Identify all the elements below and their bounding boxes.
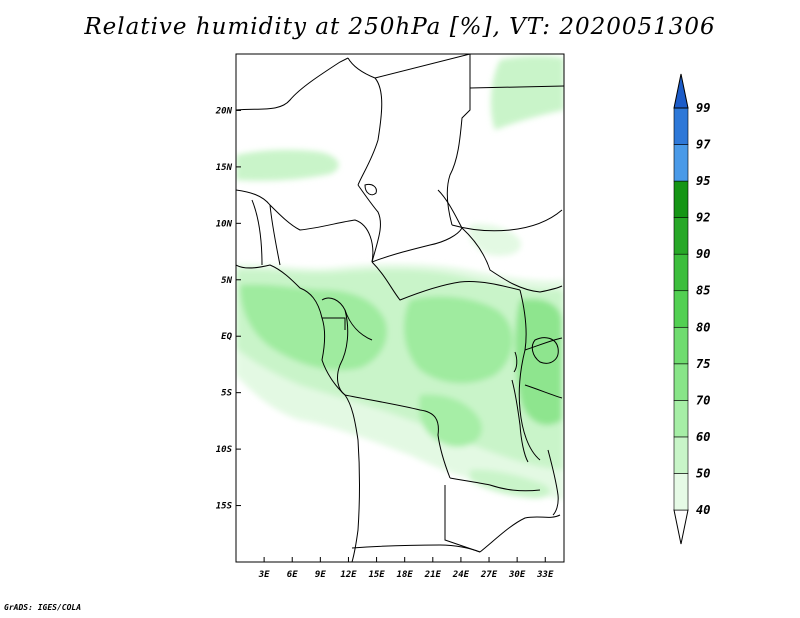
border-north-3 (374, 54, 471, 79)
colorbar-label: 80 (696, 320, 710, 334)
border-west-1 (251, 199, 263, 266)
colorbar-label: 70 (696, 393, 710, 407)
border-angola-zambia-2 (444, 485, 481, 553)
border-sudan-1 (437, 189, 463, 229)
border-sahel-2 (357, 184, 381, 263)
map-title: Relative humidity at 250hPa [%], VT: 202… (84, 14, 716, 40)
colorbar-segment (673, 326, 689, 365)
humidity-region-dark-2 (404, 296, 513, 384)
colorbar: 40 50 60 70 75 80 85 90 92 95 97 99 (673, 73, 711, 545)
colorbar-high-arrow (673, 73, 689, 109)
lake-malawi (547, 449, 559, 516)
colorbar-label: 75 (696, 357, 710, 371)
lon-tick-label: 9E (315, 570, 326, 580)
border-west-2 (269, 204, 281, 266)
border-east-africa (524, 337, 563, 351)
border-drc-south (344, 394, 451, 479)
lon-tick-label: 33E (536, 570, 554, 580)
lon-tick-label: 6E (287, 570, 298, 580)
humidity-shading (236, 55, 564, 500)
border-north-5 (469, 85, 564, 89)
colorbar-segment (673, 436, 689, 474)
lon-tick-label: 18E (397, 570, 414, 580)
lon-tick-label: 21E (424, 570, 442, 580)
colorbar-label: 97 (696, 138, 711, 152)
lat-tick-label: 15S (216, 502, 233, 512)
lon-tick-label: 15E (368, 570, 385, 580)
colorbar-low-arrow (673, 509, 689, 545)
lon-tick-label: 30E (508, 570, 526, 580)
border-angola-zambia (449, 477, 541, 492)
border-north-2 (347, 57, 383, 186)
colorbar-label: 40 (696, 503, 710, 517)
border-north-4 (446, 54, 471, 226)
humidity-region-north-1 (236, 149, 339, 181)
colorbar-label: 95 (696, 174, 710, 188)
lat-tick-label: 5N (221, 276, 232, 286)
humidity-region-north-2 (490, 55, 564, 131)
lake-chad (364, 184, 377, 196)
colorbar-label: 99 (696, 101, 710, 115)
border-congo-drc (337, 309, 349, 396)
border-gabon (322, 317, 346, 330)
lat-tick-label: 10N (216, 219, 233, 229)
border-angola-namibia (351, 544, 481, 553)
lakes (364, 184, 559, 516)
coastline-west-africa (236, 264, 360, 562)
border-car-sudan (461, 227, 563, 293)
colorbar-segment (673, 290, 689, 328)
lon-tick-label: 3E (258, 570, 270, 580)
humidity-region-dark-3 (515, 298, 562, 425)
map-frame (235, 53, 565, 563)
colorbar-segment (673, 473, 689, 511)
border-north-1 (236, 57, 349, 111)
colorbar-segment (673, 400, 689, 438)
lat-tick-label: EQ (221, 332, 232, 342)
border-chad-car (371, 227, 463, 263)
lon-tick-label: 27E (480, 570, 498, 580)
humidity-region-north-3 (469, 224, 521, 256)
lat-tick-label: 10S (216, 445, 233, 455)
humidity-region-dark-1 (240, 284, 388, 371)
colorbar-label: 85 (696, 284, 710, 298)
border-east-1 (451, 209, 563, 232)
colorbar-label: 50 (696, 466, 710, 480)
colorbar-label: 60 (696, 430, 710, 444)
latitude-axis: 20N 15N 10N 5N EQ 5S 10S 15S (215, 106, 241, 512)
lake-tanganyika (511, 379, 529, 463)
lon-tick-label: 24E (452, 570, 470, 580)
border-zambia-south (479, 514, 561, 553)
colorbar-segment (673, 107, 689, 145)
lat-tick-label: 20N (215, 106, 233, 116)
border-east-africa-2 (524, 384, 563, 399)
country-boundaries (236, 54, 564, 562)
humidity-region-dark-4 (419, 394, 482, 447)
border-car-drc (371, 261, 521, 301)
colorbar-segment (673, 363, 689, 401)
border-sahel-1 (236, 189, 374, 263)
colorbar-label: 90 (696, 247, 710, 261)
longitude-axis: 3E 6E 9E 12E 15E 18E 21E 24E 27E 30E 33E (258, 557, 554, 580)
colorbar-label: 92 (696, 211, 710, 225)
border-drc-east (518, 289, 541, 461)
lat-tick-label: 5S (221, 389, 232, 399)
colorbar-segment (673, 180, 689, 218)
lake-victoria (531, 337, 559, 364)
grads-credit: GrADS: IGES/COLA (4, 603, 82, 612)
lat-tick-label: 15N (216, 163, 233, 173)
lon-tick-label: 12E (340, 570, 357, 580)
colorbar-segment (673, 217, 689, 255)
colorbar-segment (673, 144, 689, 182)
colorbar-segment (673, 253, 689, 292)
lake-kivu (513, 351, 518, 373)
